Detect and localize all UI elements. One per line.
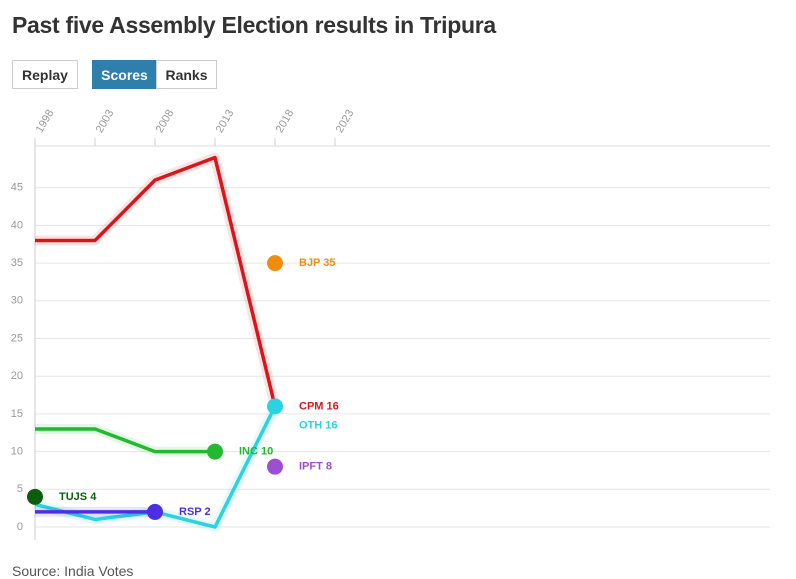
- replay-button[interactable]: Replay: [12, 60, 78, 89]
- series-name: TUJS: [59, 491, 87, 503]
- series-label: TUJS 4: [59, 491, 97, 503]
- y-tick-label: 35: [11, 257, 23, 269]
- series-value: 35: [323, 257, 335, 269]
- y-tick-label: 25: [11, 332, 23, 344]
- x-tick-label: 2018: [274, 108, 297, 135]
- end-dot: [267, 458, 283, 475]
- chart: 0 5 10 15 20 25 30 35 40 45 1998 2003 2008 2013 2018 20…: [11, 108, 770, 540]
- y-tick-label: 45: [11, 182, 23, 194]
- series-label: BJP 35: [299, 257, 336, 269]
- end-dot: [267, 255, 283, 272]
- end-dot: [207, 443, 223, 460]
- x-tick-label: 2023: [334, 108, 357, 135]
- y-tick-label: 20: [11, 370, 23, 382]
- y-tick-label: 30: [11, 295, 23, 307]
- y-tick-label: 40: [11, 219, 23, 231]
- series-value: 4: [90, 491, 97, 503]
- series-value: 8: [326, 461, 332, 473]
- x-tick-label: 2003: [94, 108, 117, 135]
- series-name: CPM: [299, 400, 323, 412]
- series-name: BJP: [299, 257, 320, 269]
- chart-title: Past five Assembly Election results in T…: [12, 12, 496, 38]
- y-tick-label: 15: [11, 408, 23, 420]
- series-label: INC 10: [239, 446, 273, 458]
- end-dot: [27, 488, 43, 505]
- line-glow: [35, 152, 280, 408]
- series-value: 10: [261, 446, 273, 458]
- series-value: 16: [327, 400, 339, 412]
- end-dot: [267, 398, 283, 415]
- series-name: IPFT: [299, 461, 323, 473]
- series-value: 2: [204, 506, 210, 518]
- x-tick-label: 1998: [34, 108, 57, 135]
- series-line: [35, 427, 215, 454]
- series-label: RSP 2: [179, 506, 211, 518]
- y-tick-label: 5: [17, 483, 23, 495]
- series-name: INC: [239, 446, 258, 458]
- series-name: OTH: [299, 419, 322, 431]
- series-value: 16: [325, 419, 337, 431]
- series-label: IPFT 8: [299, 461, 332, 473]
- y-tick-label: 0: [17, 521, 23, 533]
- ranks-button[interactable]: Ranks: [156, 60, 217, 89]
- y-tick-label: 10: [11, 446, 23, 458]
- end-dot: [147, 503, 163, 520]
- series-label: CPM 16: [299, 400, 339, 412]
- x-tick-label: 2013: [214, 108, 237, 135]
- series-line: [35, 155, 277, 407]
- source: Source: India Votes: [12, 563, 134, 579]
- series-label: OTH 16: [299, 419, 338, 431]
- x-tick-label: 2008: [154, 108, 177, 135]
- series-name: RSP: [179, 506, 201, 518]
